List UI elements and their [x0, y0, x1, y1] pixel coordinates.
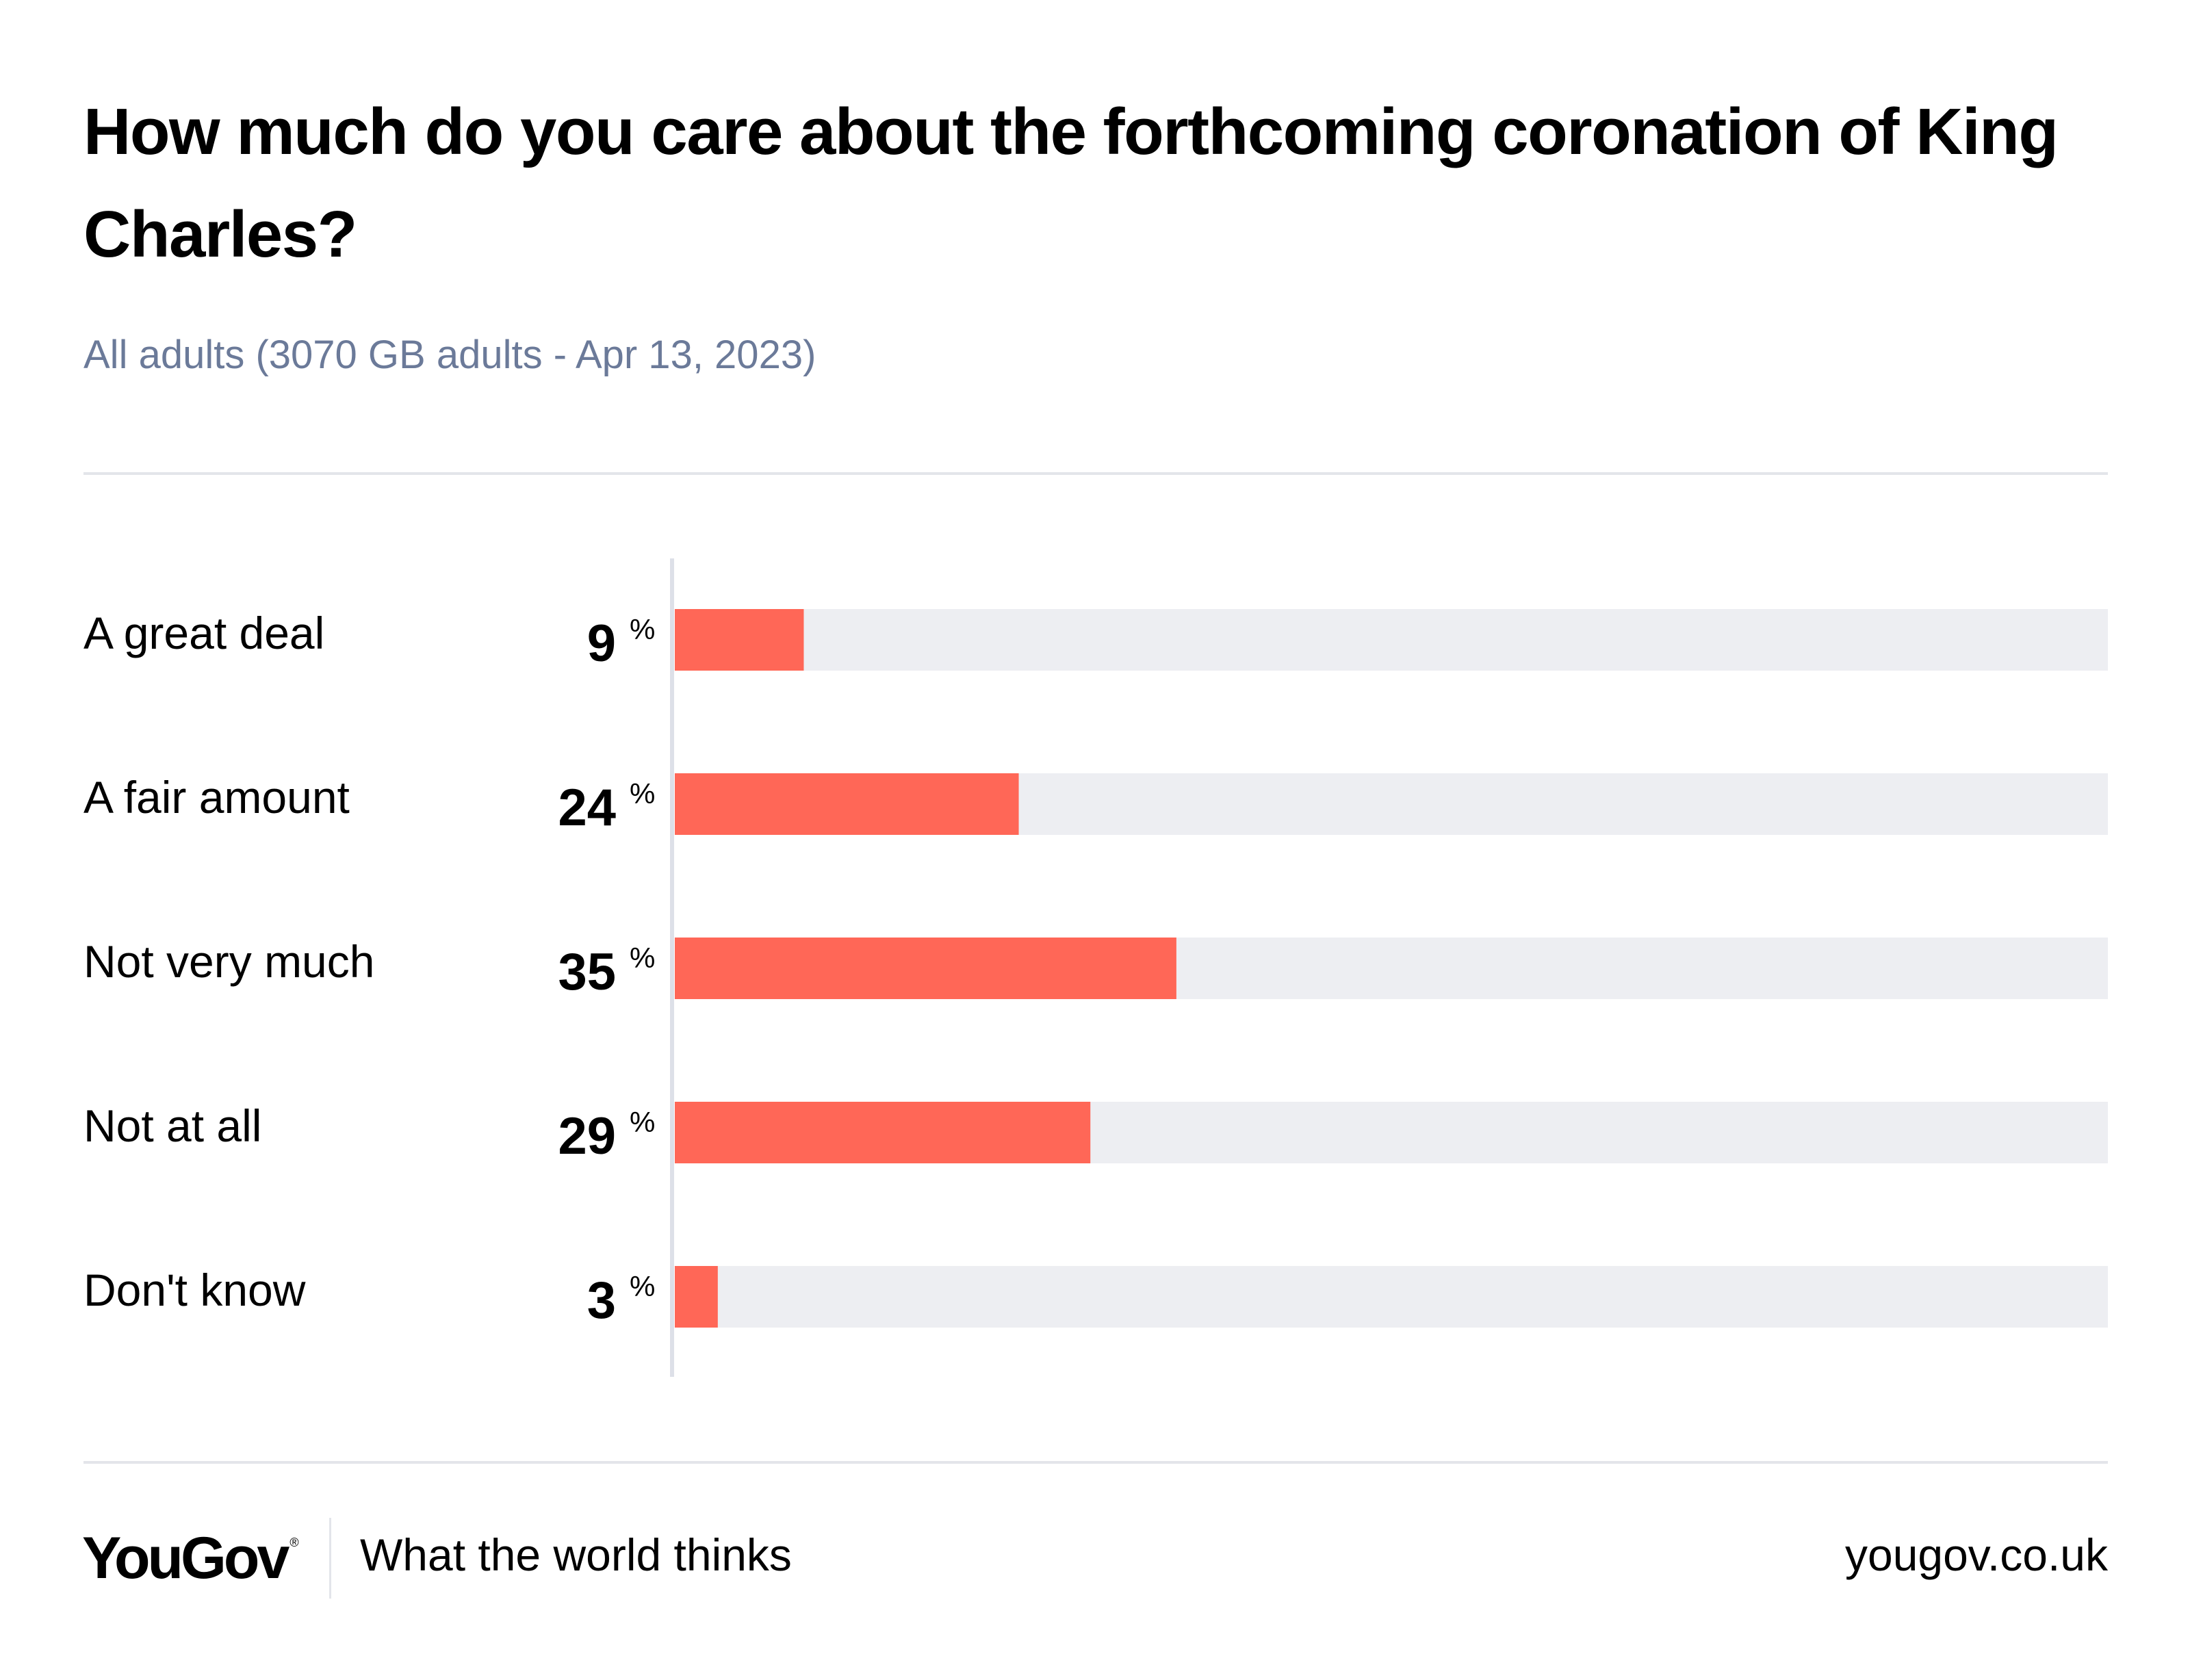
category-label: A fair amount	[83, 772, 350, 823]
value-label: 29	[558, 1107, 616, 1165]
percent-sign: %	[630, 777, 655, 810]
registered-mark: ®	[289, 1536, 299, 1549]
value-label: 9	[587, 615, 616, 673]
footer-url-link[interactable]: yougov.co.uk	[1844, 1529, 2108, 1580]
logo-text: YouGov	[82, 1525, 289, 1591]
bar-track	[675, 609, 2108, 671]
value-label: 24	[558, 779, 616, 837]
category-label: A great deal	[83, 608, 324, 658]
value-label: 3	[587, 1271, 616, 1330]
percent-sign: %	[630, 613, 655, 645]
category-label: Not at all	[83, 1100, 261, 1151]
category-label: Not very much	[83, 936, 374, 987]
top-divider	[83, 472, 2108, 475]
footer-divider	[83, 1461, 2108, 1464]
category-label: Don't know	[83, 1265, 306, 1315]
bar	[675, 1266, 718, 1328]
chart-subtitle: All adults (3070 GB adults - Apr 13, 202…	[83, 333, 816, 377]
footer-tagline: What the world thinks	[360, 1529, 792, 1580]
percent-sign: %	[630, 1270, 655, 1302]
percent-sign: %	[630, 1106, 655, 1138]
chart-title: How much do you care about the forthcomi…	[83, 95, 2059, 271]
bar	[675, 938, 1176, 999]
bar-track	[675, 1266, 2108, 1328]
yougov-logo: YouGov ®	[82, 1525, 299, 1592]
y-axis-line	[670, 558, 674, 1377]
footer-logo-separator	[329, 1518, 331, 1599]
bar	[675, 773, 1019, 835]
bar	[675, 609, 804, 671]
percent-sign: %	[630, 942, 655, 974]
bar	[675, 1102, 1091, 1163]
value-label: 35	[558, 943, 616, 1001]
